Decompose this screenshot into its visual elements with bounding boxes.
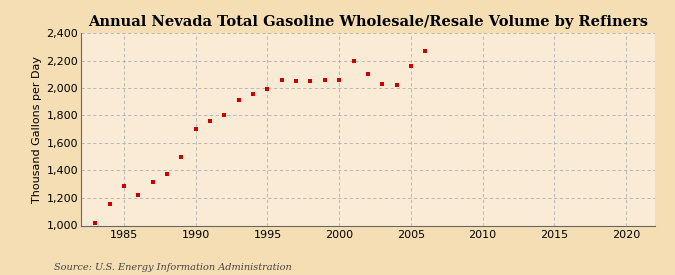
Point bbox=[291, 79, 302, 83]
Point bbox=[305, 79, 316, 83]
Point bbox=[391, 83, 402, 87]
Text: Source: U.S. Energy Information Administration: Source: U.S. Energy Information Administ… bbox=[54, 263, 292, 272]
Point bbox=[133, 193, 144, 197]
Point bbox=[333, 78, 344, 82]
Point bbox=[262, 87, 273, 92]
Point bbox=[119, 183, 130, 188]
Point bbox=[219, 113, 230, 118]
Point bbox=[377, 82, 387, 86]
Point bbox=[248, 91, 259, 96]
Point bbox=[104, 201, 115, 206]
Point bbox=[90, 221, 101, 225]
Point bbox=[406, 64, 416, 68]
Point bbox=[147, 180, 158, 184]
Point bbox=[190, 127, 201, 131]
Point bbox=[205, 119, 215, 123]
Point bbox=[276, 78, 287, 82]
Point bbox=[348, 58, 359, 63]
Y-axis label: Thousand Gallons per Day: Thousand Gallons per Day bbox=[32, 56, 43, 203]
Point bbox=[420, 49, 431, 53]
Point bbox=[161, 172, 172, 176]
Point bbox=[176, 155, 187, 159]
Point bbox=[234, 98, 244, 103]
Point bbox=[362, 72, 373, 76]
Title: Annual Nevada Total Gasoline Wholesale/Resale Volume by Refiners: Annual Nevada Total Gasoline Wholesale/R… bbox=[88, 15, 648, 29]
Point bbox=[319, 78, 330, 82]
